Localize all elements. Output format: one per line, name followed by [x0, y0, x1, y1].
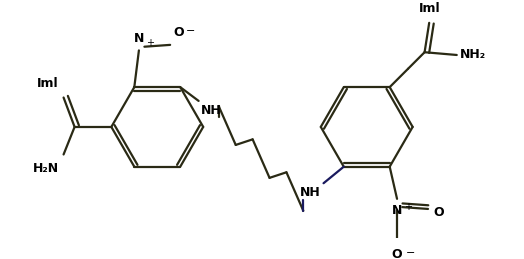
Text: NH: NH: [201, 104, 222, 117]
Text: N: N: [392, 204, 402, 217]
Text: Iml: Iml: [37, 77, 59, 90]
Text: H₂N: H₂N: [33, 162, 59, 175]
Text: −: −: [185, 26, 195, 36]
Text: O: O: [174, 26, 184, 39]
Text: +: +: [146, 38, 154, 48]
Text: −: −: [406, 248, 416, 257]
Text: N: N: [134, 32, 144, 45]
Text: NH₂: NH₂: [460, 48, 486, 61]
Text: +: +: [405, 202, 412, 212]
Text: Iml: Iml: [418, 3, 440, 16]
Text: O: O: [392, 248, 402, 259]
Text: O: O: [434, 206, 444, 219]
Text: NH: NH: [300, 186, 321, 199]
